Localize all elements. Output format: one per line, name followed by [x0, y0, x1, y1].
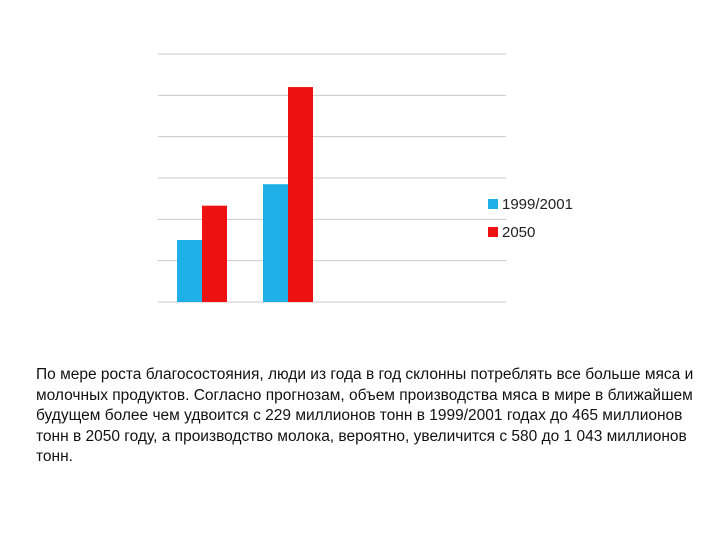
bar-series-2-group-1	[202, 205, 227, 302]
legend-swatch-series-1	[488, 199, 498, 209]
caption-text: По мере роста благосостояния, люди из го…	[36, 366, 694, 465]
legend-item-series-1: 1999/2001	[488, 190, 573, 218]
legend-item-series-2: 2050	[488, 218, 573, 246]
legend-swatch-series-2	[488, 227, 498, 237]
chart-plot	[158, 53, 506, 303]
legend-label-series-2: 2050	[502, 223, 536, 241]
bar-chart: 1999/2001 2050	[158, 53, 573, 303]
bar-series-1-group-1	[177, 240, 202, 302]
bar-series-2-group-2	[288, 87, 313, 302]
legend-label-series-1: 1999/2001	[502, 195, 573, 213]
chart-legend: 1999/2001 2050	[488, 190, 573, 246]
bar-series-1-group-2	[263, 184, 288, 302]
